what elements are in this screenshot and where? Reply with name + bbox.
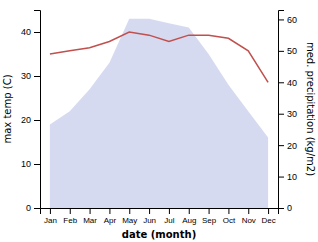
y2-tick-mark <box>278 114 284 115</box>
x-tick-mark <box>228 208 229 214</box>
y2-tick-label: 40 <box>287 78 297 88</box>
y-tick-label: 0 <box>26 203 31 213</box>
x-tick-label: Jun <box>143 216 156 225</box>
y-tick-mark <box>34 164 40 165</box>
y-tick-label: 10 <box>21 159 31 169</box>
y-tick: 30 <box>21 71 40 81</box>
x-tick-mark <box>50 208 51 214</box>
y-tick-label: 20 <box>21 115 31 125</box>
x-tick-label: May <box>122 216 137 225</box>
y-axis: 0 10 20 30 40 <box>21 11 41 214</box>
x-tick-mark <box>268 208 269 214</box>
x-tick: Dec <box>261 208 275 225</box>
y-tick-mark <box>34 208 40 209</box>
chart: Jan Feb Mar Apr May Jun Jul Aug Sep Oct Nov Dec 0 10 2… <box>0 0 318 242</box>
line <box>50 32 268 82</box>
y2-tick-mark <box>278 145 284 146</box>
area <box>50 19 268 208</box>
axis-line <box>41 209 279 215</box>
x-tick-mark <box>248 208 249 214</box>
x-tick-mark <box>90 208 91 214</box>
x-tick-label: Feb <box>63 216 77 225</box>
y-tick-mark <box>34 76 40 77</box>
y2-tick-label: 0 <box>287 203 292 213</box>
y2-tick: 30 <box>278 109 297 119</box>
y2-axis: 0 10 20 30 40 50 60 <box>278 11 297 214</box>
y-tick: 20 <box>21 115 40 125</box>
y2-tick-mark <box>278 51 284 52</box>
y2-tick: 20 <box>278 141 297 151</box>
y2-tick-mark <box>278 82 284 83</box>
y-tick-mark <box>34 120 40 121</box>
y-tick: 40 <box>21 27 40 37</box>
axis-line <box>34 11 41 209</box>
x-tick: Jul <box>164 208 174 225</box>
y-tick-mark <box>34 32 40 33</box>
x-tick: Feb <box>63 208 77 225</box>
y2-tick: 60 <box>278 15 297 25</box>
y2-tick: 40 <box>278 78 297 88</box>
y2-tick-label: 10 <box>287 172 297 182</box>
x-tick-label: Jan <box>44 216 57 225</box>
x-tick-label: Oct <box>223 216 236 225</box>
x-tick-label: Sep <box>202 216 217 225</box>
y2-tick: 10 <box>278 172 297 182</box>
x-tick: Jun <box>143 208 156 225</box>
x-tick-mark <box>149 208 150 214</box>
x-tick: Jan <box>44 208 57 225</box>
y2-tick-label: 20 <box>287 141 297 151</box>
marks <box>50 19 268 208</box>
x-tick-mark <box>209 208 210 214</box>
y-tick-label: 40 <box>21 27 31 37</box>
x-tick-label: Aug <box>182 216 196 225</box>
x-tick-label: Jul <box>164 216 174 225</box>
x-tick: Oct <box>223 208 236 225</box>
x-tick: Apr <box>104 208 117 225</box>
y2-tick-mark <box>278 177 284 178</box>
x-tick-label: Dec <box>261 216 275 225</box>
x-tick: May <box>122 208 137 225</box>
x-axis-title: date (month) <box>122 229 196 240</box>
axis-line <box>279 11 285 209</box>
y2-tick-label: 30 <box>287 109 297 119</box>
y2-tick: 0 <box>278 203 292 213</box>
x-tick-label: Nov <box>242 216 256 225</box>
x-tick: Sep <box>202 208 217 225</box>
y2-tick-mark <box>278 19 284 20</box>
x-tick: Mar <box>83 208 97 225</box>
y2-tick-label: 60 <box>287 15 297 25</box>
x-tick-label: Apr <box>104 216 117 225</box>
plot: Jan Feb Mar Apr May Jun Jul Aug Sep Oct Nov Dec 0 10 2… <box>21 11 297 225</box>
y-axis-title: max temp (C) <box>2 74 13 143</box>
y-tick: 10 <box>21 159 40 169</box>
y2-axis-title: med. precipitation (kg/m2) <box>305 42 316 176</box>
x-tick-mark <box>129 208 130 214</box>
y2-tick-mark <box>278 208 284 209</box>
x-tick-mark <box>189 208 190 214</box>
y2-tick-label: 50 <box>287 46 297 56</box>
x-axis: Jan Feb Mar Apr May Jun Jul Aug Sep Oct Nov Dec <box>41 208 279 225</box>
x-tick-mark <box>109 208 110 214</box>
x-tick-label: Mar <box>83 216 97 225</box>
y-tick: 0 <box>26 203 40 213</box>
x-tick-mark <box>70 208 71 214</box>
y-tick-label: 30 <box>21 71 31 81</box>
x-tick-mark <box>169 208 170 214</box>
x-tick: Nov <box>242 208 256 225</box>
x-tick: Aug <box>182 208 196 225</box>
y2-tick: 50 <box>278 46 297 56</box>
